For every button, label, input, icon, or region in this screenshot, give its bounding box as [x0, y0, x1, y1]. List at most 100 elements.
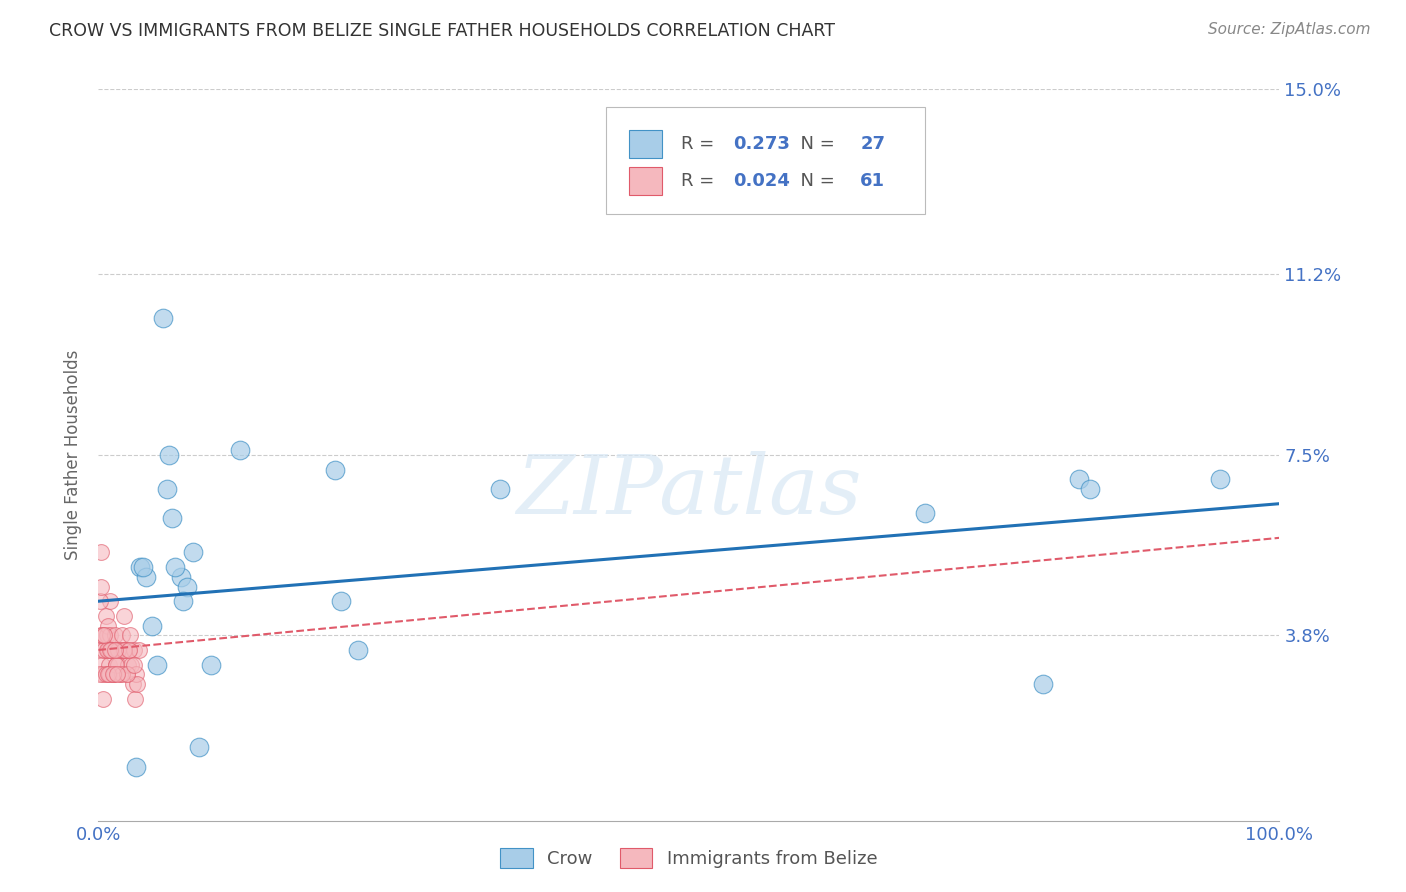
Text: 61: 61 [860, 171, 886, 190]
Point [89, 667, 111, 681]
FancyBboxPatch shape [606, 108, 925, 213]
Text: Source: ZipAtlas.com: Source: ZipAtlas.com [1208, 22, 1371, 37]
Point [172, 594, 194, 608]
Point [160, 511, 183, 525]
Point [108, 667, 131, 681]
Point [96, 628, 118, 642]
Point [100, 643, 122, 657]
Point [94, 667, 117, 681]
Point [114, 643, 136, 657]
Point [98, 628, 121, 642]
Point [107, 657, 129, 672]
Point [91, 691, 114, 706]
Point [124, 691, 146, 706]
Point [91, 628, 114, 642]
FancyBboxPatch shape [628, 130, 662, 158]
Point [98, 594, 121, 608]
Text: R =: R = [681, 171, 720, 190]
Point [156, 482, 179, 496]
Text: 27: 27 [860, 135, 886, 153]
Point [200, 657, 222, 672]
Point [91, 667, 114, 681]
Point [118, 643, 141, 657]
Point [329, 594, 352, 608]
Point [98, 667, 121, 681]
Text: N =: N = [789, 171, 841, 190]
Point [122, 657, 145, 672]
Point [111, 628, 134, 642]
Point [96, 643, 118, 657]
Point [112, 608, 135, 623]
Point [127, 677, 149, 691]
Point [122, 643, 145, 657]
Point [93, 643, 115, 657]
Point [323, 462, 346, 476]
Point [94, 608, 117, 623]
Point [100, 643, 122, 657]
Point [107, 643, 129, 657]
Point [91, 657, 114, 672]
Point [97, 667, 120, 681]
Point [170, 570, 193, 584]
Point [347, 643, 370, 657]
Text: N =: N = [789, 135, 841, 153]
Point [98, 657, 121, 672]
Point [121, 657, 143, 672]
Point [128, 643, 150, 657]
Point [89, 594, 111, 608]
Point [132, 560, 155, 574]
Point [103, 643, 125, 657]
Y-axis label: Single Father Households: Single Father Households [65, 350, 83, 560]
Point [112, 643, 135, 657]
Point [90, 545, 112, 559]
Point [135, 570, 157, 584]
Point [97, 618, 120, 632]
Point [91, 643, 114, 657]
Point [115, 667, 138, 681]
Point [187, 740, 209, 755]
Point [120, 628, 142, 642]
Point [125, 760, 148, 774]
Point [101, 667, 124, 681]
FancyBboxPatch shape [628, 167, 662, 194]
Text: CROW VS IMMIGRANTS FROM BELIZE SINGLE FATHER HOUSEHOLDS CORRELATION CHART: CROW VS IMMIGRANTS FROM BELIZE SINGLE FA… [49, 22, 835, 40]
Point [914, 507, 936, 521]
Point [125, 667, 148, 681]
Point [118, 643, 141, 657]
Point [128, 560, 150, 574]
Point [111, 667, 134, 681]
Point [165, 560, 187, 574]
Point [115, 667, 138, 681]
Point [1067, 472, 1090, 486]
Point [1080, 482, 1102, 496]
Point [1209, 472, 1232, 486]
Point [93, 628, 115, 642]
Point [229, 443, 252, 458]
Point [176, 580, 198, 594]
Point [110, 643, 132, 657]
Point [141, 618, 163, 632]
Point [152, 311, 174, 326]
Text: 0.024: 0.024 [733, 171, 790, 190]
Point [101, 667, 124, 681]
Point [103, 667, 125, 681]
Point [93, 628, 115, 642]
Point [104, 628, 127, 642]
Point [90, 628, 112, 642]
Point [105, 657, 128, 672]
Text: R =: R = [681, 135, 720, 153]
Point [157, 448, 180, 462]
Point [121, 677, 143, 691]
Point [181, 545, 204, 559]
Point [98, 643, 121, 657]
Point [104, 643, 127, 657]
Point [105, 643, 128, 657]
Point [90, 580, 112, 594]
Point [97, 643, 120, 657]
Legend: Crow, Immigrants from Belize: Crow, Immigrants from Belize [492, 838, 886, 878]
Text: ZIPatlas: ZIPatlas [516, 451, 862, 532]
Point [112, 643, 135, 657]
Text: 0.273: 0.273 [733, 135, 790, 153]
Point [489, 482, 512, 496]
Point [117, 657, 139, 672]
